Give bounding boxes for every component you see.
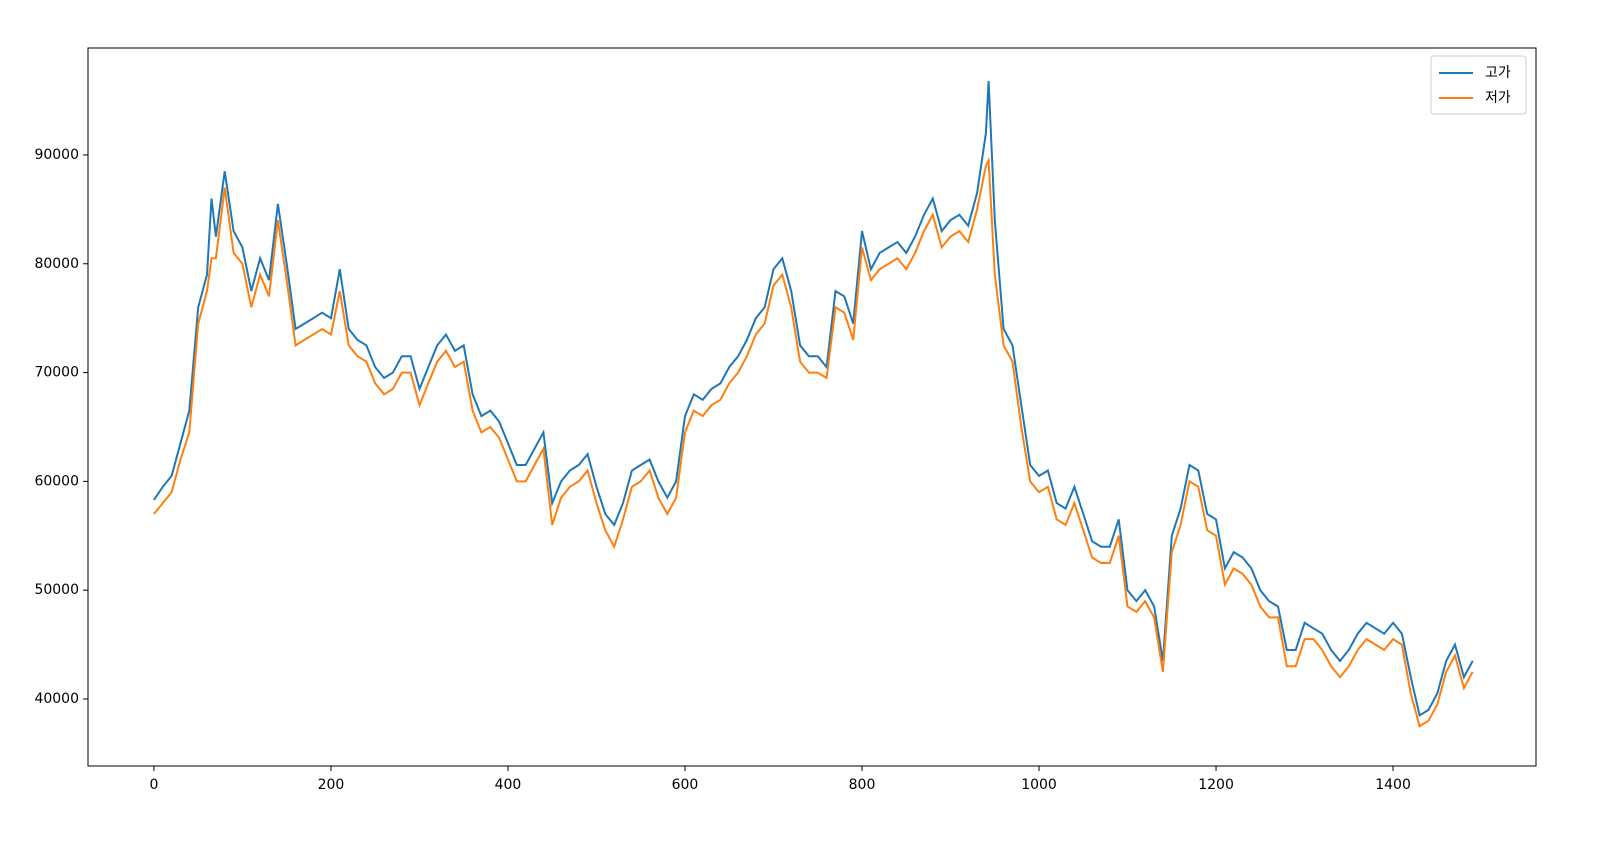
legend-label: 고가 <box>1485 65 1511 81</box>
x-tick-label: 400 <box>495 777 522 793</box>
x-tick-label: 1400 <box>1375 777 1411 793</box>
x-tick-label: 0 <box>149 777 158 793</box>
line-series <box>153 156 1474 728</box>
x-tick-label: 1000 <box>1021 777 1057 793</box>
x-tick-label: 600 <box>672 777 699 793</box>
y-tick-label: 70000 <box>34 365 79 381</box>
legend-label: 저가 <box>1485 90 1511 106</box>
y-tick-label: 40000 <box>34 691 79 707</box>
legend-box <box>1430 55 1527 115</box>
y-tick-label: 90000 <box>34 147 79 163</box>
y-tick-label: 50000 <box>34 582 79 598</box>
y-tick-label: 80000 <box>34 256 79 272</box>
line-series <box>153 80 1474 717</box>
plot-frame <box>87 47 1537 767</box>
x-tick-label: 800 <box>849 777 876 793</box>
x-tick-label: 1200 <box>1198 777 1234 793</box>
y-tick-label: 60000 <box>34 473 79 489</box>
x-tick-label: 200 <box>318 777 345 793</box>
